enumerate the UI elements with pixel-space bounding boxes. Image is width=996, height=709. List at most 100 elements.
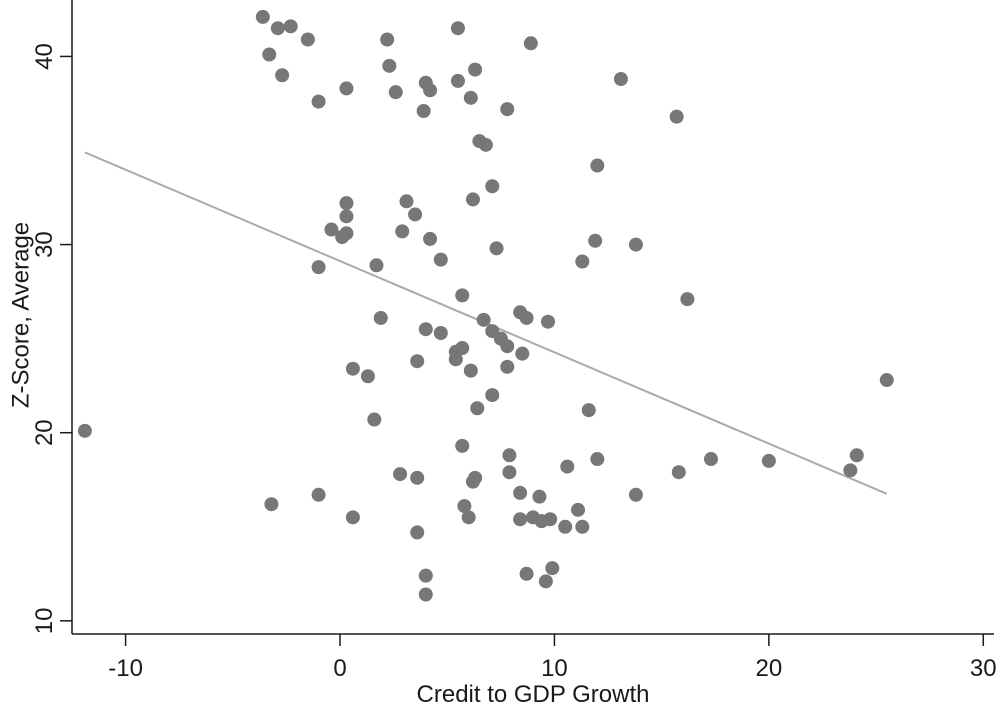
data-point [339, 196, 354, 211]
data-point [450, 73, 465, 88]
x-tick-label: 0 [333, 655, 346, 682]
data-point [560, 459, 575, 474]
data-point [465, 474, 480, 489]
data-point [416, 103, 431, 118]
data-point [418, 322, 433, 337]
data-point [500, 339, 515, 354]
data-point [324, 222, 339, 237]
x-tick-label: 30 [970, 655, 996, 682]
y-tick-label: 30 [31, 231, 58, 258]
data-point [393, 467, 408, 482]
data-point [558, 519, 573, 534]
data-point [388, 85, 403, 100]
data-point [423, 83, 438, 98]
data-point [613, 72, 628, 87]
data-point [513, 485, 528, 500]
data-point [448, 352, 463, 367]
data-point [463, 363, 478, 378]
data-point [581, 403, 596, 418]
data-point [433, 325, 448, 340]
data-point [502, 465, 517, 480]
data-point [455, 288, 470, 303]
data-point [380, 32, 395, 47]
data-point [485, 388, 500, 403]
data-point [628, 237, 643, 252]
data-point [345, 361, 360, 376]
data-point [476, 312, 491, 327]
data-point [519, 566, 534, 581]
data-point [532, 489, 547, 504]
data-point [339, 81, 354, 96]
data-point [423, 231, 438, 246]
data-point [515, 346, 530, 361]
x-axis-title: Credit to GDP Growth [417, 681, 650, 708]
data-point [410, 470, 425, 485]
y-axis-title: Z-Score, Average [7, 222, 34, 408]
data-point [399, 194, 414, 209]
data-point [264, 497, 279, 512]
data-point [500, 102, 515, 117]
data-point [489, 241, 504, 256]
data-point [590, 452, 605, 467]
data-point [335, 230, 350, 245]
data-point [300, 32, 315, 47]
data-point [433, 252, 448, 267]
data-point [395, 224, 410, 239]
data-point [418, 587, 433, 602]
data-point [671, 465, 686, 480]
data-point [465, 192, 480, 207]
data-point [382, 58, 397, 73]
data-point [77, 423, 92, 438]
data-point [703, 452, 718, 467]
data-point [418, 568, 433, 583]
data-point [262, 47, 277, 62]
data-point [669, 109, 684, 124]
data-point [311, 94, 326, 109]
data-point [311, 487, 326, 502]
data-point [345, 510, 360, 525]
data-point [545, 561, 560, 576]
data-point [468, 62, 483, 77]
data-point [339, 209, 354, 224]
data-point [523, 36, 538, 51]
data-point [541, 314, 556, 329]
points-layer [77, 9, 894, 602]
data-point [680, 292, 695, 307]
data-point [470, 401, 485, 416]
data-point [283, 19, 298, 34]
data-point [849, 448, 864, 463]
data-point [360, 369, 375, 384]
data-point [590, 158, 605, 173]
data-point [410, 525, 425, 540]
data-point [450, 21, 465, 36]
data-point [575, 254, 590, 269]
axes-layer [71, 0, 994, 635]
data-point [408, 207, 423, 222]
y-tick-label: 40 [31, 43, 58, 70]
y-ticks-layer: 10 20 30 40 [31, 43, 72, 634]
data-point [879, 373, 894, 388]
data-point [478, 137, 493, 152]
data-point [461, 510, 476, 525]
data-point [628, 487, 643, 502]
data-point [843, 463, 858, 478]
data-point [275, 68, 290, 83]
x-tick-label: 20 [756, 655, 783, 682]
data-point [588, 233, 603, 248]
data-point [463, 90, 478, 105]
data-point [455, 438, 470, 453]
data-point [485, 179, 500, 194]
y-tick-label: 10 [31, 607, 58, 634]
data-point [457, 499, 472, 514]
data-point [513, 512, 528, 527]
data-point [519, 310, 534, 325]
data-point [369, 258, 384, 273]
data-point [502, 448, 517, 463]
data-point [538, 574, 553, 589]
data-point [367, 412, 382, 427]
x-ticks-layer: -10 0 10 20 30 [108, 634, 996, 682]
data-point [311, 260, 326, 275]
data-point [571, 502, 586, 517]
data-point [270, 21, 285, 36]
